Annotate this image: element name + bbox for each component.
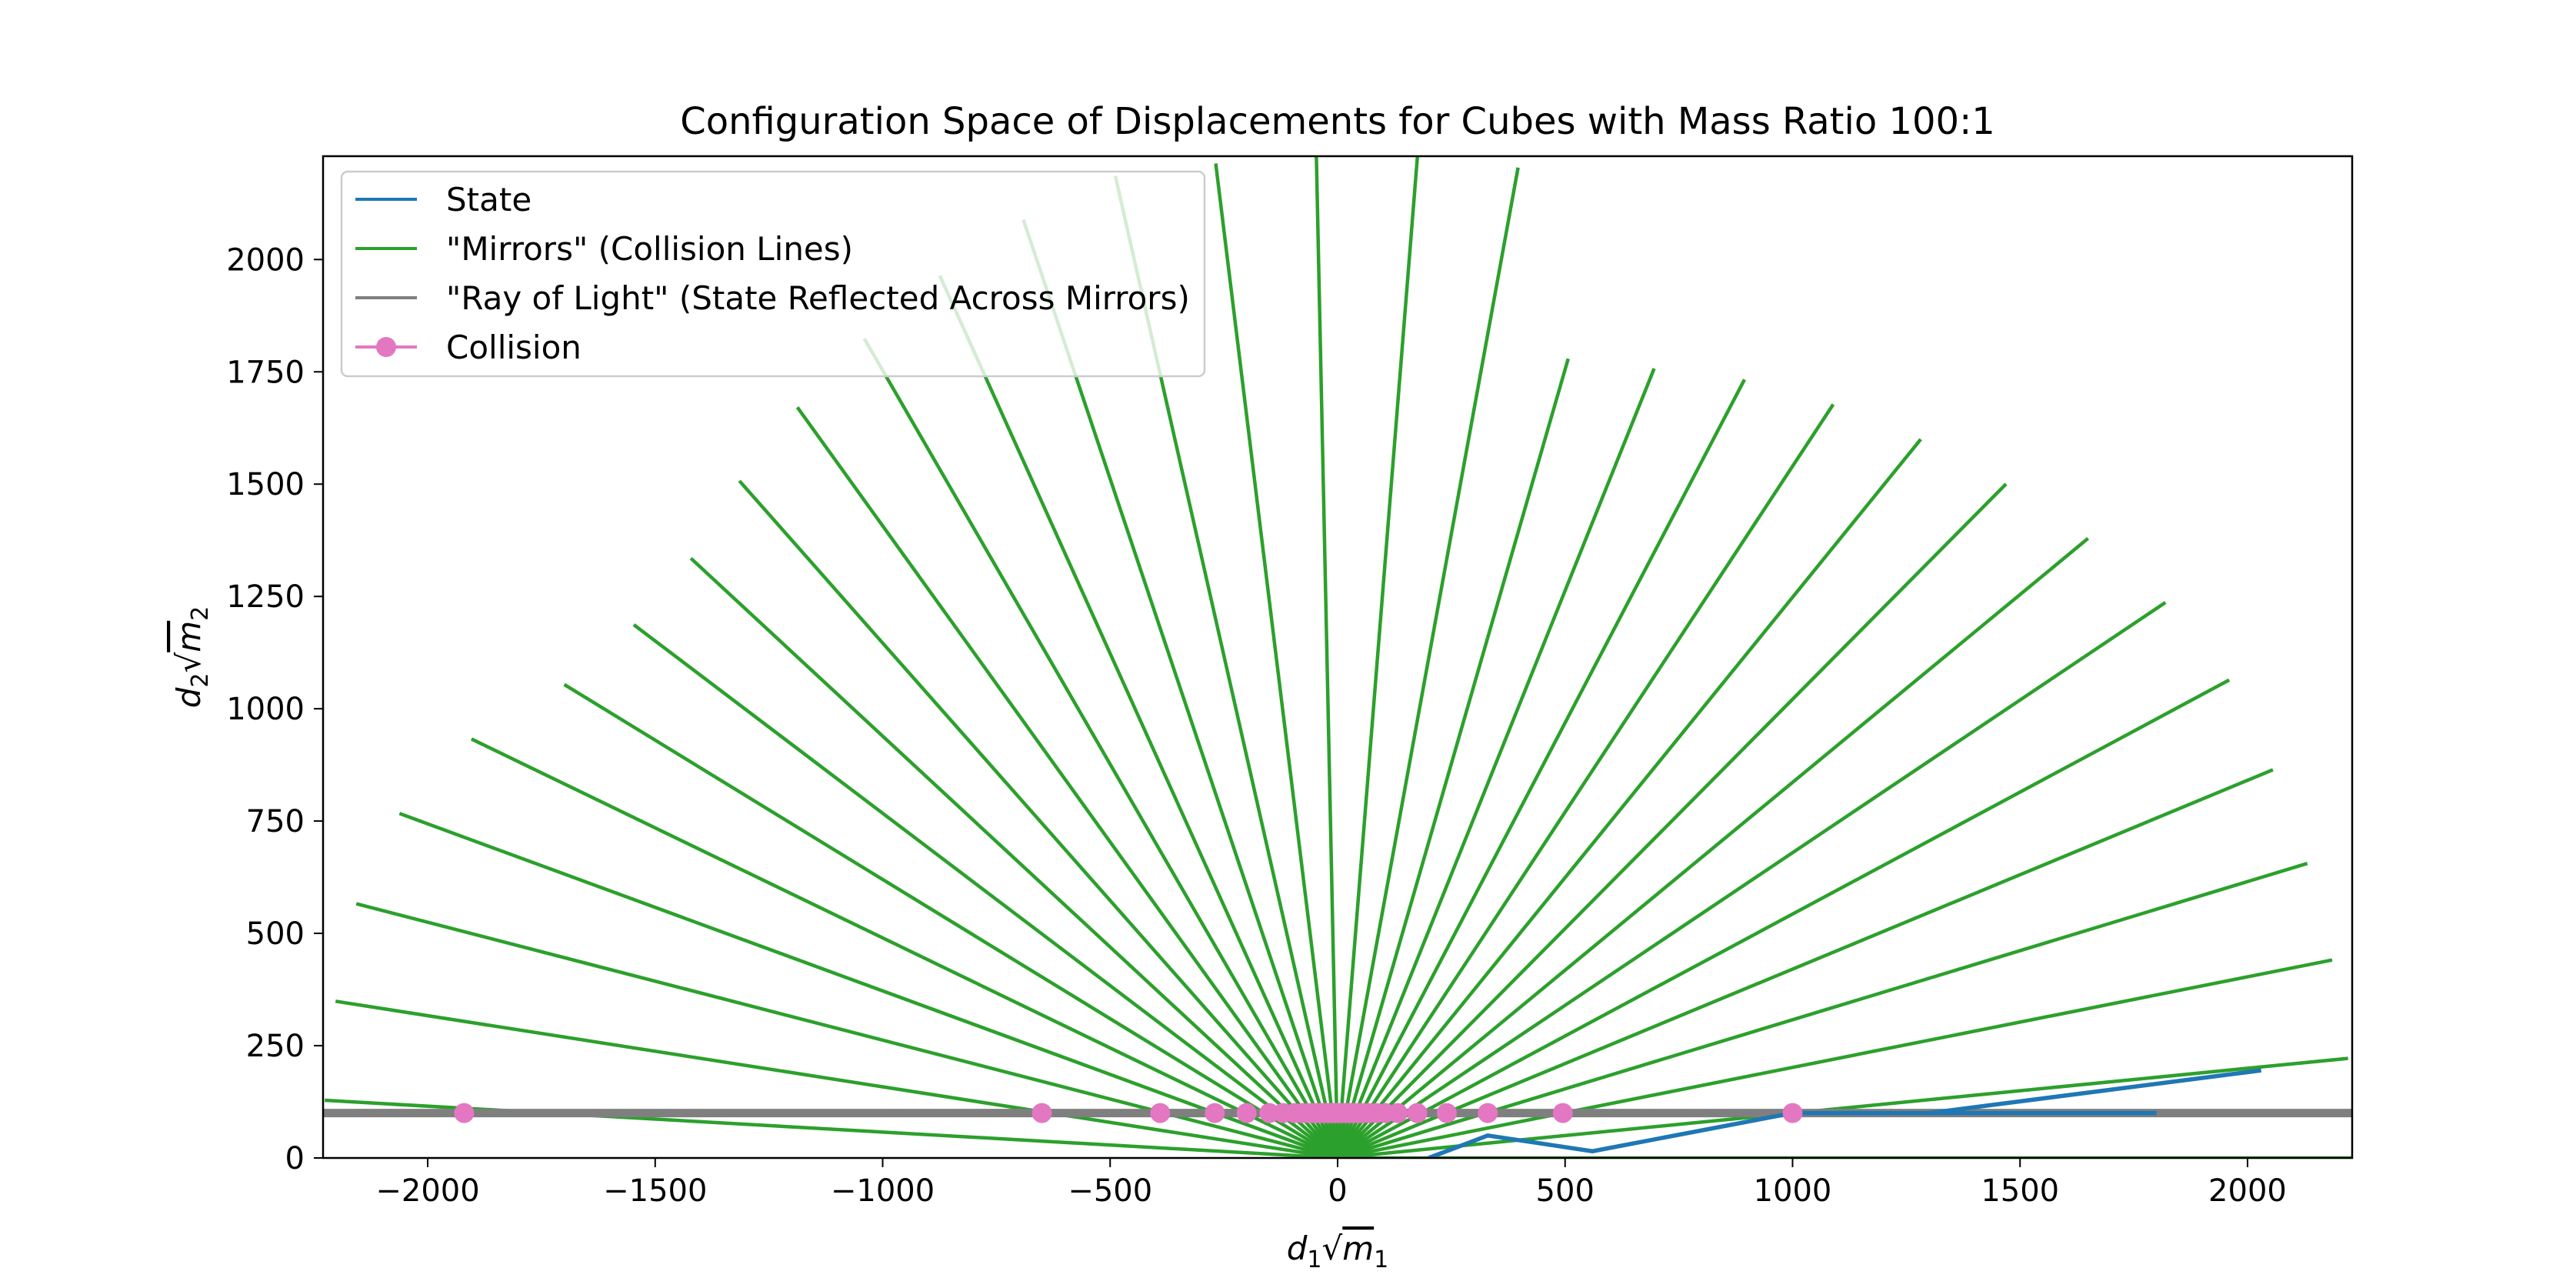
- collision-point: [1236, 1103, 1257, 1123]
- collision-point: [1031, 1103, 1052, 1123]
- mirror-line: [1337, 958, 2333, 1158]
- x-tick-label: −1500: [603, 1173, 707, 1209]
- mirror-line: [938, 275, 1340, 1158]
- x-tick-label: −1000: [831, 1173, 935, 1209]
- mirror-line: [1335, 368, 1656, 1158]
- mirror-line: [795, 406, 1339, 1158]
- legend-item-mirrors: "Mirrors" (Collision Lines): [355, 230, 853, 268]
- x-tick-label: 1000: [1754, 1173, 1832, 1209]
- collision-point: [1436, 1103, 1457, 1123]
- x-tick-label: 2000: [2208, 1173, 2287, 1209]
- legend-label-state: State: [446, 181, 532, 219]
- y-axis-label: d2√m2: [170, 606, 214, 709]
- mirror-line: [1336, 438, 1922, 1158]
- legend-label-collision: Collision: [446, 329, 582, 366]
- mirror-line: [1336, 601, 2167, 1158]
- y-tick-label: 750: [246, 804, 305, 839]
- mirror-line: [1337, 768, 2274, 1158]
- y-tick-label: 500: [246, 916, 305, 952]
- collision-point: [454, 1103, 475, 1123]
- legend-item-collision: Collision: [355, 329, 582, 366]
- x-axis-label: d1√m1: [1287, 1230, 1389, 1273]
- mirror-line: [563, 682, 1339, 1158]
- legend-item-state: State: [355, 181, 532, 219]
- mirror-line: [1336, 379, 1746, 1158]
- x-tick-label: −500: [1068, 1173, 1152, 1209]
- x-tick-label: 500: [1536, 1173, 1595, 1209]
- y-tick-label: 1250: [226, 579, 305, 615]
- mirror-line: [1337, 1056, 2348, 1158]
- x-tick-label: 0: [1328, 1173, 1347, 1209]
- legend-label-ray: "Ray of Light" (State Reflected Across M…: [446, 279, 1190, 317]
- state-line: [1428, 1110, 2157, 1158]
- legend-item-ray: "Ray of Light" (State Reflected Across M…: [355, 279, 1190, 317]
- legend-swatch-collision-marker: [376, 337, 396, 357]
- collision-point: [1478, 1103, 1498, 1123]
- collision-point: [1407, 1103, 1428, 1123]
- mirror-line: [689, 556, 1339, 1158]
- y-tick-label: 2000: [226, 242, 305, 278]
- mirror-line: [632, 623, 1339, 1158]
- collision-point: [1552, 1103, 1573, 1123]
- x-tick-label: 1500: [1981, 1173, 2059, 1209]
- x-axis-ticks: −2000 −1500 −1000 −500 0 500 1000 1500 2000: [375, 1158, 2287, 1209]
- collision-point: [1388, 1103, 1408, 1123]
- mirror-line: [738, 479, 1339, 1158]
- mirror-line: [1336, 678, 2231, 1158]
- chart-title: Configuration Space of Displacements for…: [680, 100, 1995, 143]
- y-tick-label: 0: [285, 1141, 305, 1176]
- mirror-line: [1336, 537, 2090, 1158]
- legend: State "Mirrors" (Collision Lines) "Ray o…: [340, 170, 1206, 378]
- collision-point: [1205, 1103, 1225, 1123]
- mirror-line: [1336, 403, 1835, 1158]
- x-tick-label: −2000: [375, 1173, 479, 1209]
- collision-point: [1150, 1103, 1171, 1123]
- state-line: [1928, 1068, 2262, 1116]
- mirror-line: [1335, 167, 1520, 1158]
- mirror-line: [1335, 156, 1420, 1158]
- mirror-line: [470, 737, 1338, 1158]
- collision-point: [1782, 1103, 1803, 1123]
- y-tick-label: 250: [246, 1029, 305, 1064]
- mirror-line: [862, 337, 1339, 1158]
- y-axis-ticks: 0 250 500 750 1000 1250 1500 1750 2000: [226, 242, 323, 1176]
- plot-area: [323, 156, 2352, 1158]
- y-tick-label: 1500: [226, 467, 305, 502]
- mirror-line: [1336, 482, 2008, 1158]
- mirror-line: [398, 812, 1338, 1158]
- mirror-line: [1335, 358, 1570, 1158]
- y-tick-label: 1750: [226, 355, 305, 390]
- mirror-line: [335, 999, 1338, 1158]
- y-tick-label: 1000: [226, 692, 305, 727]
- legend-label-mirrors: "Mirrors" (Collision Lines): [446, 230, 853, 268]
- legend-box: [340, 170, 1206, 378]
- collision-markers: [454, 1103, 1803, 1123]
- mirror-line: [1315, 156, 1340, 1158]
- mirror-line: [1214, 163, 1340, 1158]
- state-path: [1428, 1068, 2262, 1158]
